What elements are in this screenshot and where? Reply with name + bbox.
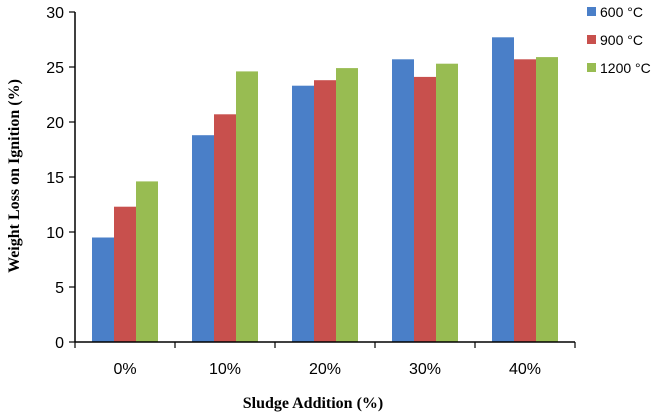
bar-1200-c-40pct <box>536 57 558 342</box>
bar-600-c-30pct <box>392 59 414 343</box>
x-axis-title: Sludge Addition (%) <box>243 395 383 412</box>
bar-900-c-30pct <box>414 76 436 343</box>
legend-swatch <box>587 7 596 16</box>
bar-600-c-40pct <box>492 37 514 343</box>
bar-600-c-10pct <box>192 135 214 342</box>
x-tick-label: 10% <box>209 361 241 378</box>
x-tick-label: 0% <box>113 361 136 378</box>
y-tick-label: 30 <box>46 5 64 22</box>
legend-swatch <box>587 63 596 72</box>
x-tick-label: 20% <box>309 361 341 378</box>
legend-label: 600 °C <box>600 4 643 20</box>
legend-swatch <box>587 35 596 44</box>
y-tick-label: 25 <box>46 60 64 77</box>
x-tick-label: 40% <box>509 361 541 378</box>
legend-label: 1200 °C <box>600 60 651 76</box>
bar-900-c-0pct <box>114 206 136 342</box>
bar-600-c-20pct <box>292 85 314 342</box>
y-tick-label: 5 <box>55 280 64 297</box>
bar-900-c-10pct <box>214 114 236 342</box>
bar-1200-c-30pct <box>436 63 458 342</box>
y-axis-title: Weight Loss on Ignition (%) <box>6 79 23 273</box>
y-axis: 0 5 10 15 20 25 30 <box>46 5 76 352</box>
bar-1200-c-20pct <box>336 68 358 342</box>
legend-label: 900 °C <box>600 32 643 48</box>
legend: 600 °C 900 °C 1200 °C <box>587 4 651 76</box>
y-tick-label: 0 <box>55 335 64 352</box>
bar-900-c-20pct <box>314 80 336 342</box>
x-axis: 0% 10% 20% 30% 40% <box>74 341 576 378</box>
y-tick-label: 20 <box>46 115 64 132</box>
plot-area <box>92 37 558 343</box>
y-tick-label: 10 <box>46 225 64 242</box>
y-tick-label: 15 <box>46 170 64 187</box>
bar-900-c-40pct <box>514 59 536 343</box>
bar-1200-c-10pct <box>236 71 258 343</box>
bar-1200-c-0pct <box>136 181 158 342</box>
bar-600-c-0pct <box>92 237 114 342</box>
x-tick-label: 30% <box>409 361 441 378</box>
